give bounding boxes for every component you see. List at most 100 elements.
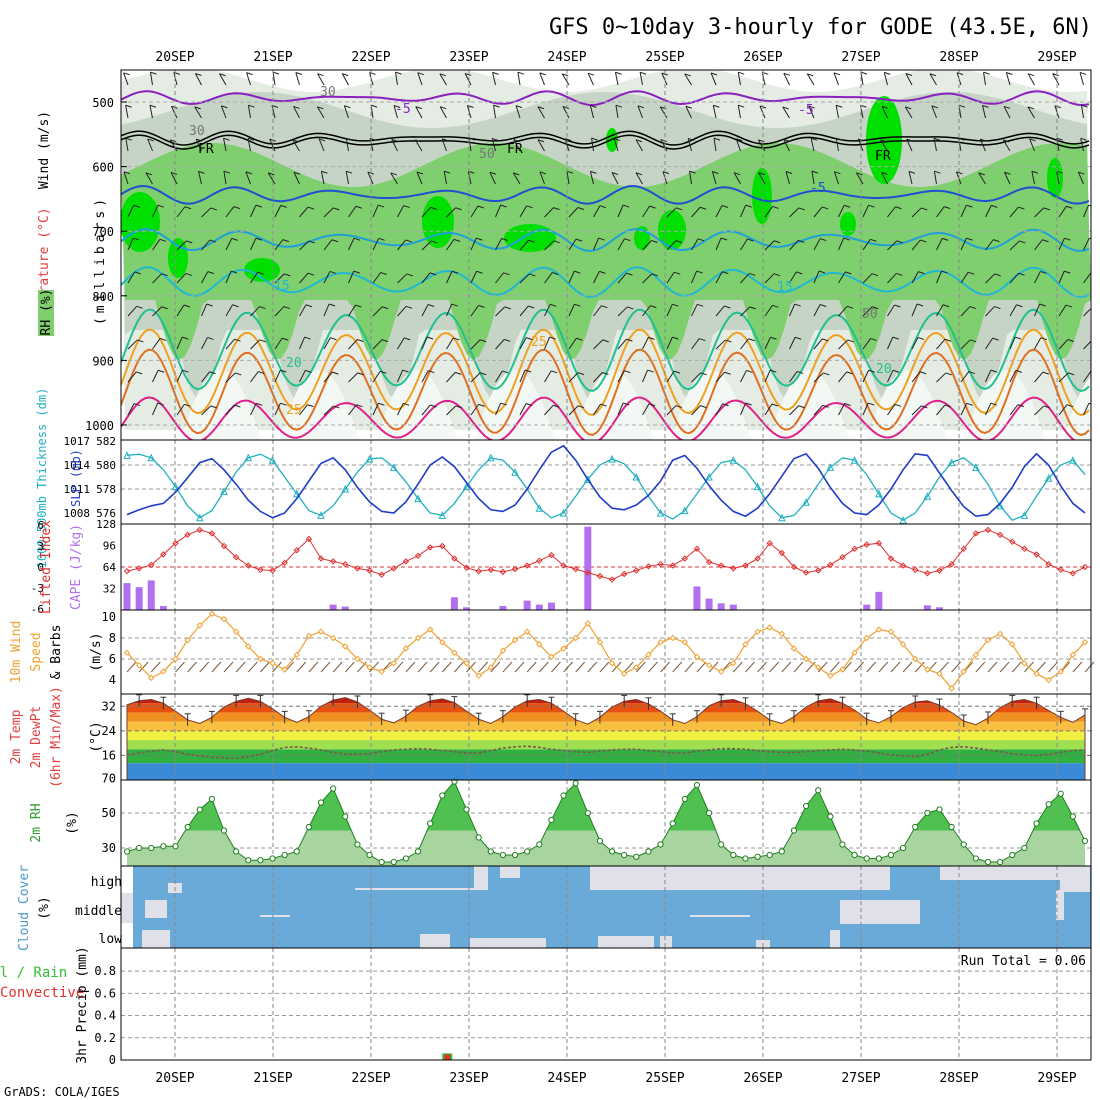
wind-barb-feather — [1067, 339, 1075, 342]
wind-barb — [740, 306, 751, 317]
wind-barb-feather — [161, 273, 168, 277]
rh-blob — [866, 96, 902, 184]
wind-barb-feather — [370, 137, 377, 141]
wind-barb — [397, 305, 407, 317]
wind-barb — [299, 240, 310, 251]
wind-barb — [1034, 371, 1044, 383]
p4-barbs-label: & Barbs — [49, 625, 64, 680]
wind-barb — [881, 172, 888, 185]
temp-band — [127, 740, 1085, 750]
slp-tick: 1011 — [64, 483, 91, 496]
wind-barb — [735, 138, 741, 152]
wind-barb — [195, 138, 202, 152]
wind-barb — [250, 403, 257, 416]
wind-barb-feather — [600, 403, 607, 407]
wind-barb-feather — [1080, 137, 1087, 141]
wind-barb-feather — [136, 371, 143, 375]
wind-barb-feather — [404, 337, 411, 341]
wind-speed-point — [523, 628, 531, 635]
cape-bar — [499, 605, 507, 610]
wind-barb-feather — [382, 306, 389, 310]
top-date-label: 29SEP — [1037, 50, 1076, 65]
rh-blob — [121, 192, 160, 252]
wind-barb — [1009, 206, 1019, 218]
wind-barb-feather — [598, 237, 605, 241]
wind-barb — [495, 339, 505, 350]
rh-blob — [244, 258, 280, 282]
li-point — [232, 553, 240, 561]
rh-blob — [840, 212, 856, 236]
wind-speed-point — [1021, 659, 1028, 667]
wind-barb-feather — [966, 402, 973, 406]
wind-barb — [495, 370, 503, 383]
wind-barb-feather — [524, 369, 532, 373]
wind-barb-feather — [552, 272, 559, 276]
run-total: Run Total = 0.06 — [961, 954, 1086, 969]
wind-barb — [911, 405, 922, 416]
wind-barb-feather — [574, 270, 581, 274]
li-point — [475, 567, 482, 575]
wind-barb — [635, 172, 643, 185]
wind-barb — [960, 339, 971, 350]
cloud-low-label: low — [99, 932, 123, 947]
wind-barb — [789, 271, 797, 284]
wind10-barb — [914, 661, 925, 673]
wind-barb — [247, 105, 251, 119]
wind10-barb — [732, 661, 743, 673]
rh-point — [208, 795, 215, 803]
wind-barb — [808, 105, 815, 119]
wind10-barb — [987, 661, 998, 673]
wind-speed-point — [560, 645, 567, 652]
bottom-date-label: 22SEP — [351, 1071, 390, 1086]
p8-frame — [120, 947, 1092, 1061]
wind-barb — [838, 237, 845, 251]
wind-barb — [1083, 340, 1091, 350]
top-date-label: 25SEP — [645, 50, 684, 65]
wind-barb — [783, 73, 790, 86]
rh-point — [184, 823, 191, 831]
wind-barb — [813, 372, 824, 383]
wind-barb-feather — [417, 72, 424, 76]
wind-barb — [127, 271, 136, 284]
rh-blob — [752, 168, 772, 224]
wind-barb-feather — [149, 104, 157, 108]
wind-barb — [936, 304, 944, 317]
wind-barb-feather — [942, 304, 950, 308]
wind-barb-feather — [305, 369, 312, 373]
wind-barb-feather — [577, 207, 585, 210]
li-point — [754, 555, 761, 562]
wind10-barb — [441, 661, 452, 673]
wind-speed-point — [912, 655, 919, 663]
cloud-gap — [260, 915, 290, 917]
wind-barb — [470, 305, 479, 317]
contour-label: 30 — [189, 124, 205, 139]
wind-barb-feather — [184, 403, 191, 407]
wind-barb-feather — [367, 171, 375, 175]
wind-speed-point — [705, 662, 713, 669]
wind-barb — [759, 105, 766, 119]
rh-point — [245, 857, 252, 864]
wind-barb — [299, 336, 306, 350]
wind-barb-feather — [431, 240, 438, 244]
wind-barb — [833, 171, 839, 185]
wind-speed-point — [1081, 638, 1089, 646]
rh-point — [936, 806, 943, 813]
wind-barb-feather — [233, 206, 240, 210]
wind-barb-feather — [245, 171, 253, 175]
wind-barb — [446, 372, 456, 383]
chart-title: GFS 0~10day 3-hourly for GODE (43.5E, 6N… — [549, 15, 1092, 40]
wind10-barb — [454, 661, 464, 673]
wind-barb — [617, 338, 627, 350]
wind-barb-feather — [672, 303, 679, 307]
wind-barb — [397, 369, 404, 383]
wind-barb — [931, 105, 937, 119]
wind-barb-feather — [293, 171, 301, 175]
wind-barb-feather — [492, 137, 499, 141]
wind-barb-feather — [895, 206, 902, 210]
rh-point — [281, 851, 288, 859]
wind-barb-feather — [745, 204, 752, 208]
wind-barb — [152, 306, 163, 317]
wind-barb — [789, 240, 799, 251]
wind-barb-feather — [439, 73, 447, 77]
wind-barb — [906, 138, 913, 152]
